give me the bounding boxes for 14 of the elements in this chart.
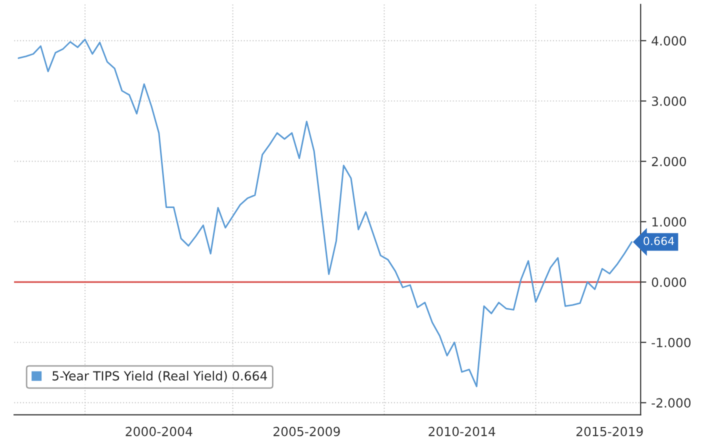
y-tick-label: 4.000 (652, 36, 686, 46)
x-tick-label: 2015-2019 (576, 426, 643, 436)
y-tick-label: 1.000 (652, 217, 686, 227)
y-tick-label: 2.000 (652, 156, 686, 166)
legend-label: 5-Year TIPS Yield (Real Yield) 0.664 (52, 370, 267, 382)
y-tick-label: -1.000 (652, 338, 691, 348)
y-tick-label: 0.000 (652, 278, 686, 287)
x-tick-label: 2000-2004 (126, 426, 192, 436)
data-label: 0.664 (644, 236, 674, 246)
line-series (18, 38, 633, 388)
x-tick-label: 2010-2014 (428, 426, 496, 436)
y-tick-label: -2.000 (652, 398, 691, 408)
x-tick-label: 2005-2009 (274, 426, 340, 436)
y-tick-label: 3.000 (652, 96, 686, 106)
